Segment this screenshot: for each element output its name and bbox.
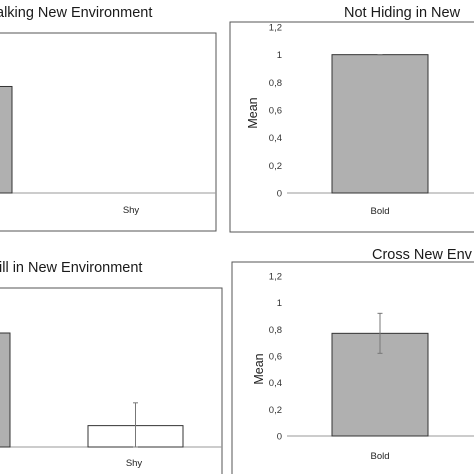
y-axis: 0 0,2 0,4 0,6 0,8 1 1,2: [269, 272, 282, 443]
y-tick-label: 0,2: [269, 161, 282, 172]
x-tick-label-shy: Shy: [126, 458, 143, 469]
y-tick-label: 1: [277, 298, 282, 309]
y-axis-label: Mean: [252, 353, 266, 384]
y-tick-label: 0,6: [269, 352, 282, 363]
y-tick-label: 1,2: [269, 272, 282, 283]
panel-walking: alking New Environment Shy: [0, 5, 217, 232]
y-tick-label: 0,6: [269, 106, 282, 117]
panel-cross: Cross New Env 0 0,2 0,4 0,6 0,8 1 1,2 Mean Bol…: [231, 247, 474, 474]
plot-frame: [231, 261, 474, 474]
chart-title: alking New Environment: [0, 5, 152, 21]
panel-still: ill in New Environment Shy: [0, 260, 223, 474]
plot-frame: [0, 287, 223, 474]
bars-not-hiding: [331, 54, 429, 194]
chart-title: Not Hiding in New: [344, 5, 461, 21]
y-tick-label: 0,4: [269, 378, 282, 389]
bars-walking: [0, 85, 13, 194]
y-tick-label: 0,8: [269, 325, 282, 336]
bar-bold: [0, 85, 13, 194]
bar-bold: [331, 54, 429, 194]
bars-cross: [331, 312, 429, 437]
bar-bold: [0, 332, 11, 448]
y-tick-label: 0,2: [269, 405, 282, 416]
x-tick-label-bold: Bold: [370, 206, 389, 217]
y-axis-label: Mean: [246, 97, 260, 128]
y-tick-label: 0: [277, 189, 282, 200]
chart-title: Cross New Env: [372, 247, 473, 263]
y-tick-label: 0,8: [269, 78, 282, 89]
y-axis: 0 0,2 0,4 0,6 0,8 1 1,2: [269, 23, 282, 200]
y-tick-label: 0,4: [269, 133, 282, 144]
y-tick-label: 1: [277, 50, 282, 61]
plot-frame: [229, 21, 474, 233]
panel-not-hiding: Not Hiding in New 0 0,2 0,4 0,6 0,8 1 1,2 Mean…: [229, 5, 474, 233]
bars-still: [0, 332, 184, 448]
x-tick-label-shy: Shy: [123, 205, 140, 216]
y-tick-label: 1,2: [269, 23, 282, 34]
y-tick-label: 0: [277, 432, 282, 443]
chart-title: ill in New Environment: [0, 260, 142, 276]
plot-frame: [0, 32, 217, 232]
x-tick-label-bold: Bold: [370, 451, 389, 462]
